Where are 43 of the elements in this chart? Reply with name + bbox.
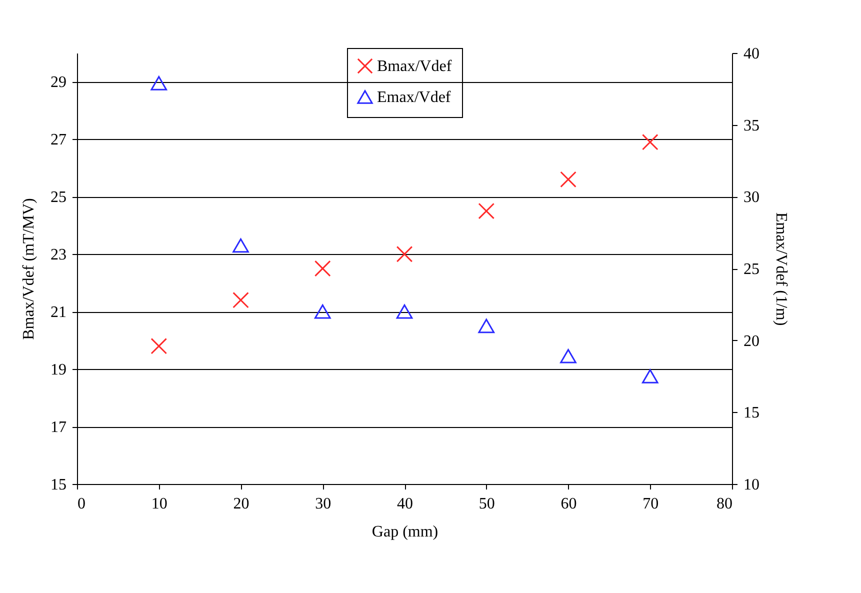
point [478, 318, 495, 334]
point [642, 134, 658, 150]
y-tick-label: 25 [50, 189, 66, 206]
x-tick-label: 0 [78, 496, 86, 512]
x-tick-label: 20 [233, 496, 250, 512]
point [478, 202, 495, 220]
legend-label: Bmax/Vdef [377, 58, 452, 75]
y-tick-label: 29 [50, 74, 66, 92]
y-tick-label: 15 [50, 476, 66, 494]
x-axis-title: Gap (mm) [372, 524, 438, 540]
point [560, 348, 576, 364]
point [232, 238, 249, 253]
x-tick-label: 60 [560, 496, 577, 512]
point [314, 260, 331, 277]
y-tick-label: 19 [50, 362, 66, 379]
x-tick-label: 80 [716, 496, 732, 512]
y2-tick-label: 35 [744, 117, 760, 134]
x-tick-label: 70 [642, 496, 659, 512]
y-tick-label: 17 [50, 419, 66, 436]
y-axis-title: Bmax/Vdef (mT/MV) [20, 198, 38, 340]
x-tick-label: 30 [315, 496, 332, 512]
y2-tick-label: 20 [744, 332, 760, 350]
point [314, 304, 331, 319]
x-tick-label: 10 [151, 496, 168, 512]
x-tick-label: 50 [478, 496, 495, 512]
y2-tick-label: 40 [744, 46, 760, 62]
point [150, 338, 168, 354]
point [560, 171, 576, 188]
y-tick-label: 21 [50, 304, 66, 322]
point [642, 369, 658, 384]
point [396, 246, 413, 262]
y-tick-label: 27 [50, 132, 66, 149]
y2-tick-label: 15 [744, 404, 760, 422]
y2-axis-title: Emax/Vdef (1/m) [772, 212, 790, 326]
point [232, 292, 249, 308]
legend-label: Emax/Vdef [377, 89, 452, 106]
y-tick-label: 23 [50, 246, 66, 264]
y2-tick-label: 25 [744, 261, 760, 278]
point [150, 76, 168, 90]
point [396, 304, 413, 319]
y2-tick-label: 30 [744, 189, 760, 206]
y2-tick-label: 10 [744, 476, 760, 494]
x-tick-label: 40 [397, 496, 413, 512]
